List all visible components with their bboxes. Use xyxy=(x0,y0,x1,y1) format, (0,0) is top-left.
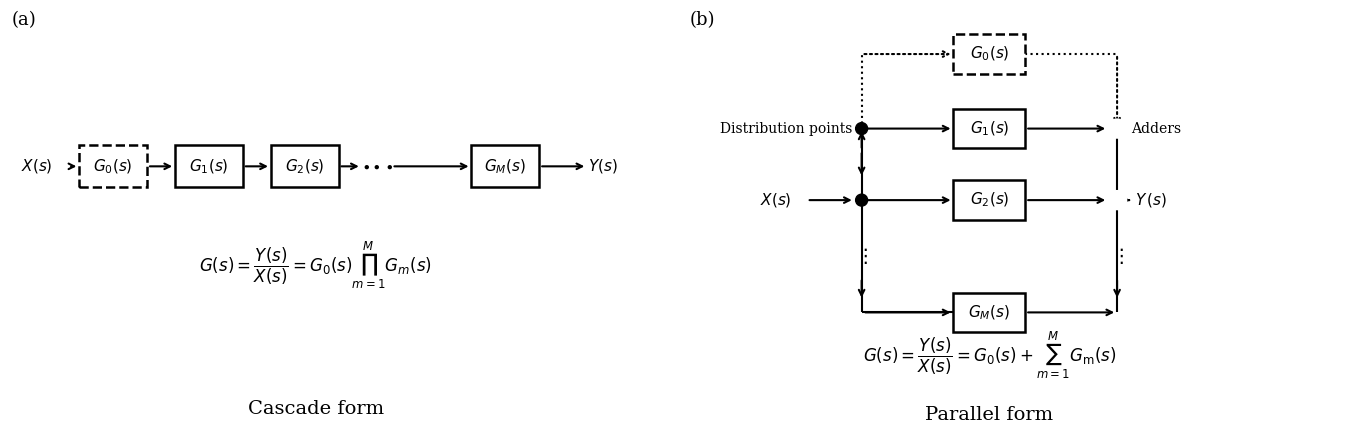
Circle shape xyxy=(1108,120,1127,138)
Text: Adders: Adders xyxy=(1131,122,1181,136)
Circle shape xyxy=(856,194,868,206)
Text: $Y\,(s)$: $Y\,(s)$ xyxy=(1135,191,1167,209)
Text: Parallel form: Parallel form xyxy=(925,406,1053,424)
Text: $X(s)$: $X(s)$ xyxy=(760,191,791,209)
Text: $G_1(s)$: $G_1(s)$ xyxy=(190,157,229,176)
Text: $\bullet\!\bullet\!\bullet$: $\bullet\!\bullet\!\bullet$ xyxy=(360,159,393,173)
FancyBboxPatch shape xyxy=(953,180,1025,220)
Text: Distribution points: Distribution points xyxy=(720,122,852,136)
Text: $G_0(s)$: $G_0(s)$ xyxy=(969,45,1009,63)
Text: $\vdots$: $\vdots$ xyxy=(856,246,868,266)
Text: (b): (b) xyxy=(691,11,715,29)
FancyBboxPatch shape xyxy=(953,109,1025,148)
FancyBboxPatch shape xyxy=(953,293,1025,332)
FancyBboxPatch shape xyxy=(271,145,338,187)
Text: $G(s)=\dfrac{Y(s)}{X(s)}=G_0(s)\prod_{m=1}^{M}G_m(s)$: $G(s)=\dfrac{Y(s)}{X(s)}=G_0(s)\prod_{m=… xyxy=(199,240,432,291)
Text: $G_2(s)$: $G_2(s)$ xyxy=(969,191,1009,209)
Text: $G(s)=\dfrac{Y(s)}{X(s)}=G_0(s)+\sum_{m=1}^{M}G_{\mathrm{m}}(s)$: $G(s)=\dfrac{Y(s)}{X(s)}=G_0(s)+\sum_{m=… xyxy=(862,329,1116,381)
Text: $\vdots$: $\vdots$ xyxy=(1110,246,1124,266)
Circle shape xyxy=(1108,191,1127,209)
Text: $X(s)$: $X(s)$ xyxy=(22,157,53,175)
Text: $G_M(s)$: $G_M(s)$ xyxy=(968,303,1010,321)
Text: $Y(s)$: $Y(s)$ xyxy=(588,157,617,175)
FancyBboxPatch shape xyxy=(175,145,242,187)
Text: $G_2(s)$: $G_2(s)$ xyxy=(284,157,325,176)
Text: Cascade form: Cascade form xyxy=(248,400,383,418)
Circle shape xyxy=(856,123,868,134)
Text: $G_1(s)$: $G_1(s)$ xyxy=(969,120,1009,138)
Text: $G_0(s)$: $G_0(s)$ xyxy=(93,157,133,176)
Text: (a): (a) xyxy=(11,11,37,29)
FancyBboxPatch shape xyxy=(471,145,539,187)
FancyBboxPatch shape xyxy=(80,145,148,187)
FancyBboxPatch shape xyxy=(953,34,1025,74)
Text: $G_M(s)$: $G_M(s)$ xyxy=(485,157,527,176)
